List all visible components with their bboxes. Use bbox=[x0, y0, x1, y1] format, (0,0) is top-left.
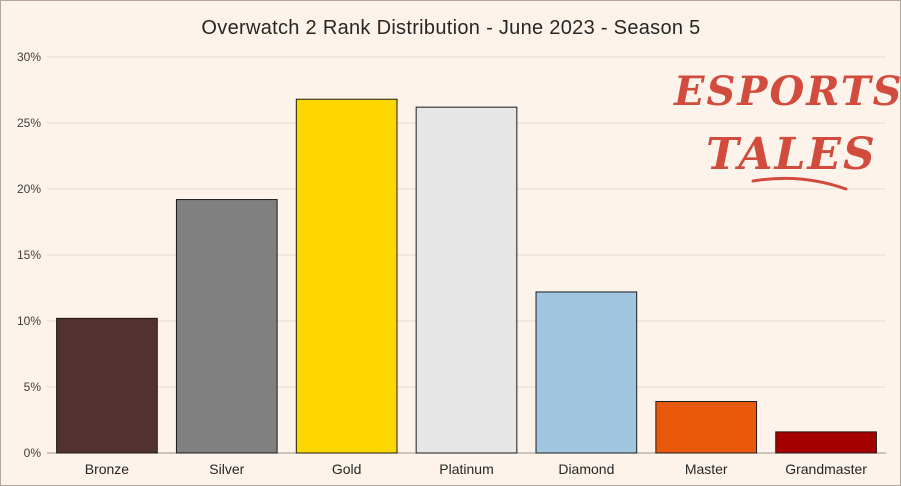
y-tick-label: 10% bbox=[17, 314, 41, 328]
bar-silver bbox=[175, 199, 278, 454]
bars bbox=[56, 98, 877, 454]
y-axis-ticks: 0% 5% 10% 15% 20% 25% 30% bbox=[17, 50, 41, 460]
logo-line-tales: TALES bbox=[706, 129, 877, 180]
bar-master bbox=[655, 401, 758, 454]
x-tick-label: Master bbox=[685, 461, 728, 477]
bar-grandmaster bbox=[775, 431, 877, 454]
y-tick-label: 15% bbox=[17, 248, 41, 262]
x-tick-label: Gold bbox=[332, 461, 362, 477]
logo-line-esports: ESPORTS bbox=[673, 68, 900, 115]
x-tick-label: Bronze bbox=[85, 461, 130, 477]
y-tick-label: 20% bbox=[17, 182, 41, 196]
bar-diamond bbox=[535, 291, 638, 454]
x-tick-label: Diamond bbox=[558, 461, 614, 477]
esports-tales-logo: ESPORTS TALES bbox=[673, 68, 900, 191]
chart-title: Overwatch 2 Rank Distribution - June 202… bbox=[201, 17, 700, 39]
x-tick-label: Grandmaster bbox=[785, 461, 867, 477]
x-tick-label: Silver bbox=[209, 461, 244, 477]
logo-swoosh bbox=[751, 176, 848, 191]
bar-platinum bbox=[415, 106, 518, 454]
x-tick-label: Platinum bbox=[439, 461, 493, 477]
y-tick-label: 0% bbox=[24, 446, 42, 460]
y-tick-label: 5% bbox=[24, 380, 42, 394]
y-tick-label: 25% bbox=[17, 116, 41, 130]
bar-bronze bbox=[56, 317, 158, 454]
bar-gold bbox=[295, 98, 398, 454]
x-axis-categories: Bronze Silver Gold Platinum Diamond Master Gra… bbox=[85, 461, 868, 477]
y-tick-label: 30% bbox=[17, 50, 41, 64]
